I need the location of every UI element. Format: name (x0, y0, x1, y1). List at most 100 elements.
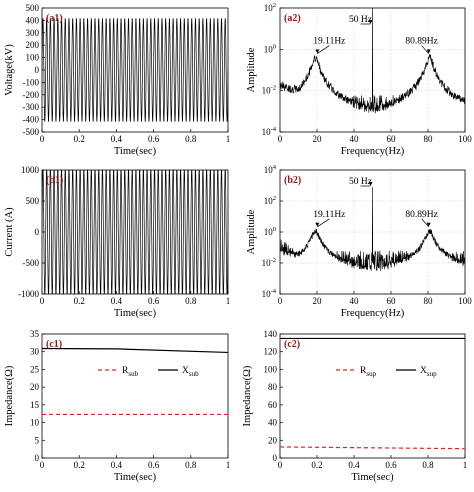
signal-line (42, 170, 228, 294)
y-tick-label: -400 (23, 115, 40, 125)
y-tick-label: 40 (268, 418, 278, 428)
y-tick-label: 10 (30, 418, 40, 428)
x-tick-label: 0.6 (148, 296, 160, 306)
x-tick-label: 0.6 (148, 134, 160, 144)
x-tick-label: 0 (40, 134, 45, 144)
x-tick-label: 0.2 (311, 460, 322, 470)
panel-c2: 0 0.2 0.4 0.6 0.8 1 0 20 40 60 80 100 120 140 Time(sec… (242, 329, 467, 483)
series-group (280, 186, 465, 272)
signal-line (42, 18, 228, 122)
x-axis-label: Time(sec) (114, 472, 157, 483)
x-tick-label: 100 (458, 296, 472, 306)
y-tick-label: 80 (268, 382, 278, 392)
legend-label: Rsup (360, 366, 377, 378)
x-tick-label: 20 (313, 296, 323, 306)
y-tick-label: -500 (23, 127, 40, 137)
legend-subscript: sup (366, 370, 376, 378)
y-tick-exp: 0 (273, 226, 276, 233)
x-tick-label: 40 (350, 134, 360, 144)
y-tick-label: 500 (26, 196, 40, 206)
x-tick-label: 80 (424, 134, 434, 144)
x-tick-label: 40 (350, 296, 360, 306)
y-tick-label: 30 (30, 347, 40, 357)
x-tick-label: 100 (458, 134, 472, 144)
y-axis-label: Amplitude (246, 209, 257, 254)
y-tick-label: 10-4 (262, 288, 277, 299)
x-tick-label: 0 (40, 296, 45, 306)
x-tick-label: 0.8 (185, 296, 197, 306)
annotation-arrowhead (426, 49, 431, 54)
x-tick-label: 20 (313, 134, 323, 144)
x-tick-label: 0 (40, 460, 45, 470)
y-axis-label: Impedance(Ω) (242, 365, 253, 426)
y-tick-label: 100 (264, 43, 276, 54)
x-axis-label: Frequency(Hz) (341, 146, 405, 157)
x-tick-label: 1 (226, 296, 231, 306)
x-tick-label: 60 (387, 134, 397, 144)
y-tick-label: 0 (273, 453, 278, 463)
y-tick-label: 20 (268, 435, 278, 445)
x-tick-label: 0.8 (185, 460, 197, 470)
panel-tag: (c1) (46, 339, 62, 350)
y-tick-label: -100 (23, 77, 40, 87)
x-tick-label: 80 (424, 296, 434, 306)
y-axis-label: Voltage(kV) (4, 44, 15, 96)
y-axis-label: Impedance(Ω) (4, 365, 15, 426)
annotation-arrow (317, 218, 330, 228)
y-tick-label: 10-2 (262, 257, 276, 268)
y-tick-label: 60 (268, 400, 278, 410)
x-tick-label: 0.2 (74, 460, 85, 470)
legend: Rsub Xsub (98, 362, 224, 378)
y-tick-base: 10 (264, 44, 274, 54)
x-tick-label: 0.4 (111, 296, 123, 306)
y-tick-label: 500 (26, 3, 40, 13)
annotation-arrowhead (368, 182, 373, 186)
y-axis-label: Current (A) (4, 207, 15, 257)
annotation-arrowhead (315, 222, 320, 227)
peak-annotation: 80.89Hz (405, 37, 437, 47)
series-line-r (280, 446, 465, 450)
y-tick-exp: 2 (273, 2, 276, 9)
peak-annotation: 19.11Hz (313, 210, 345, 220)
x-tick-label: 0.4 (348, 460, 360, 470)
x-axis-label: Frequency(Hz) (341, 308, 405, 319)
legend-name: R (122, 366, 129, 376)
x-axis-label: Time(sec) (114, 146, 157, 157)
spectrum-line (280, 8, 465, 114)
x-axis-label: Time(sec) (351, 472, 394, 483)
y-tick-base: 10 (262, 258, 272, 268)
y-tick-label: 102 (264, 195, 276, 206)
legend-subscript: sub (189, 370, 199, 378)
y-tick-label: 20 (30, 382, 40, 392)
y-tick-label: 100 (26, 53, 40, 63)
y-tick-base: 10 (264, 196, 274, 206)
panel-a1: 0 0.2 0.4 0.6 0.8 1 -500 -400 -300 -200 -100 0 100 20… (4, 3, 230, 157)
annotation-arrow (421, 45, 429, 54)
y-tick-exp: -2 (271, 85, 276, 92)
annotation-arrow (317, 45, 330, 54)
y-tick-label: 0 (35, 227, 40, 237)
y-tick-exp: 4 (273, 164, 277, 171)
x-tick-label: 1 (226, 134, 231, 144)
y-tick-label: 1000 (21, 165, 40, 175)
panel-tag: (b1) (46, 175, 63, 186)
y-tick-label: -1000 (18, 289, 39, 299)
series-group (42, 170, 228, 294)
y-tick-label: 104 (264, 164, 277, 175)
legend-label: Xsup (420, 366, 437, 378)
y-tick-label: 200 (26, 40, 40, 50)
series-group (42, 18, 228, 122)
y-tick-label: 0 (35, 453, 40, 463)
legend: Rsup Xsup (336, 362, 461, 378)
legend-label: Xsub (182, 366, 199, 378)
panel-tag: (a1) (46, 13, 63, 24)
x-tick-label: 0.4 (111, 460, 123, 470)
x-tick-label: 0.8 (185, 134, 197, 144)
x-tick-label: 0 (278, 134, 283, 144)
y-tick-label: 140 (264, 329, 278, 339)
plot-frame (41, 333, 229, 459)
y-tick-base: 10 (262, 289, 272, 299)
annotation-group: 19.11Hz 50 Hz 80.89Hz (313, 177, 438, 228)
y-tick-label: -500 (23, 258, 40, 268)
peak-annotation: 80.89Hz (405, 210, 437, 220)
